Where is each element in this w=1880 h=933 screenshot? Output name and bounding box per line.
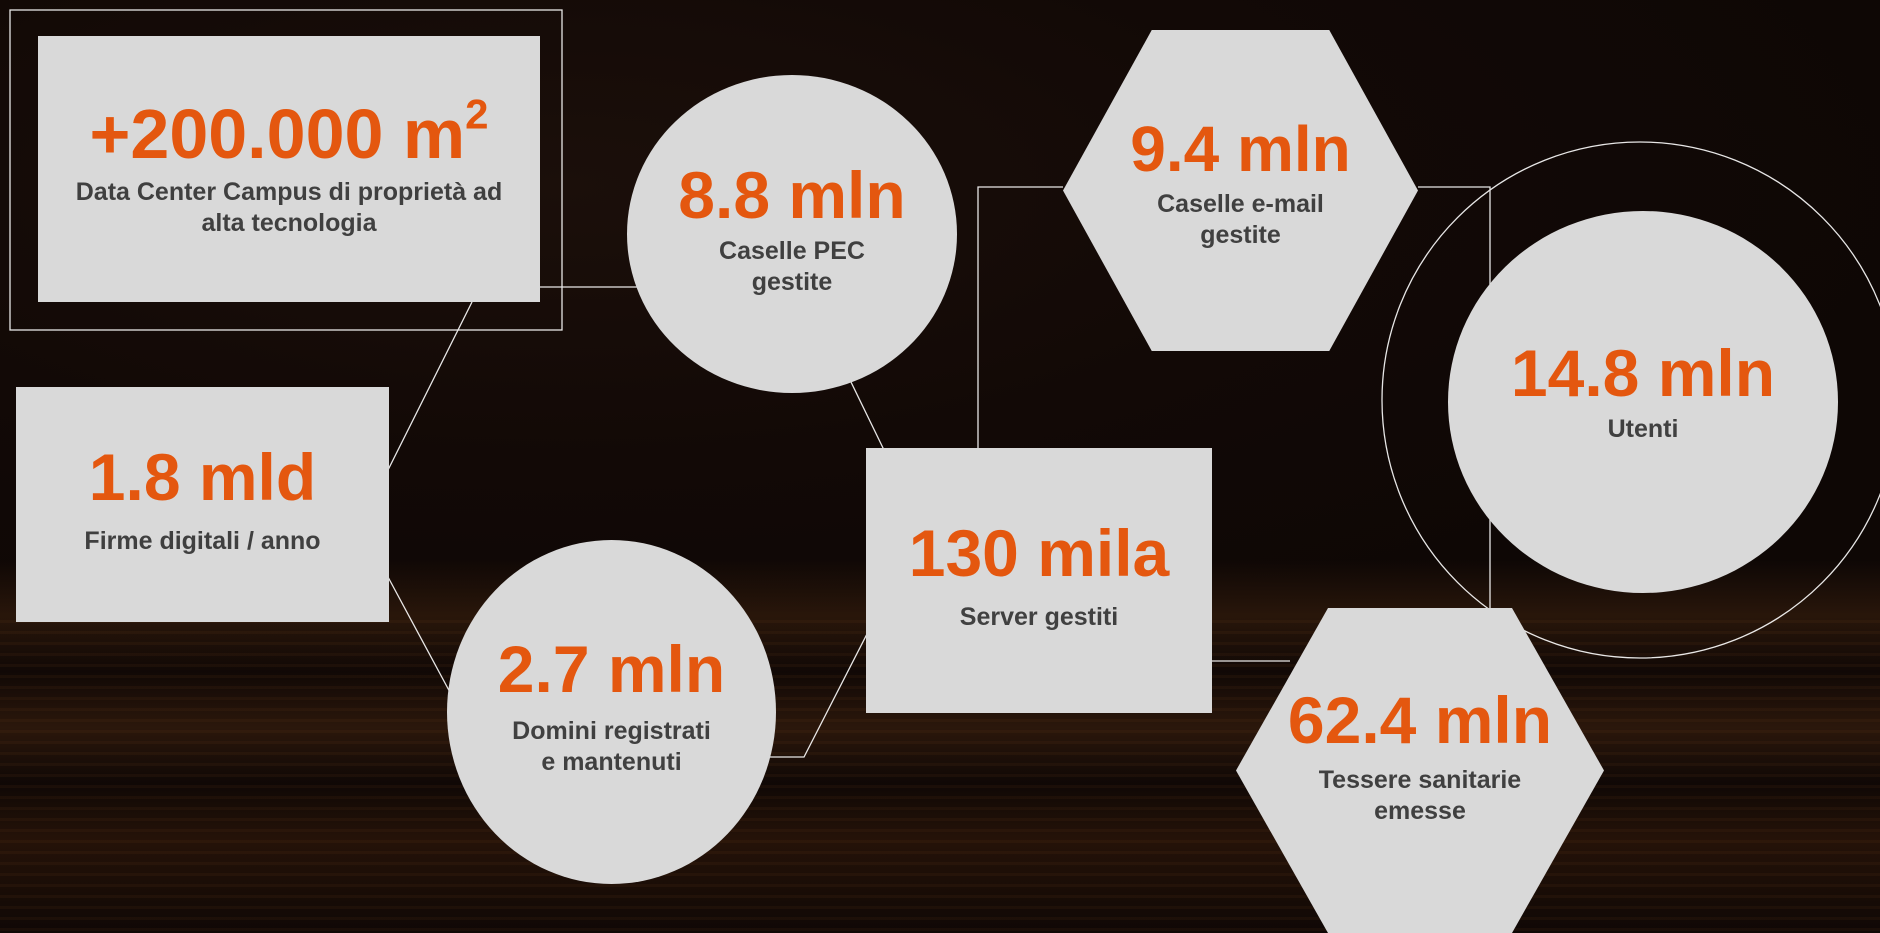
connector-firme-domini	[387, 576, 453, 697]
stat-email-value: 9.4 mln	[1130, 112, 1351, 185]
stat-server-value: 130 mila	[908, 516, 1170, 590]
stat-server-box: 130 mila Server gestiti	[866, 448, 1212, 713]
stat-server-label: Server gestiti	[959, 603, 1119, 631]
connector-domini-server	[770, 631, 869, 758]
stat-datacenter-value: +200.000 m2	[89, 90, 489, 173]
stat-email-label: Caselle e-mail gestite	[1157, 189, 1324, 249]
stat-firme-value: 1.8 mld	[88, 440, 317, 514]
stat-utenti-value: 14.8 mln	[1510, 335, 1776, 410]
connector-datacenter-firme	[387, 301, 473, 471]
stat-tessere-value: 62.4 mln	[1287, 682, 1553, 757]
stat-tessere-hexagon: 62.4 mln Tessere sanitarie emesse	[1236, 608, 1604, 933]
datacenter-outer-frame	[9, 9, 563, 331]
stat-datacenter-box: +200.000 m2 Data Center Campus di propri…	[38, 36, 540, 302]
stat-firme-box: 1.8 mld Firme digitali / anno	[16, 387, 389, 622]
stat-tessere-label: Tessere sanitarie emesse	[1318, 765, 1522, 825]
stat-domini-label: Domini registrati e mantenuti	[512, 717, 711, 776]
stat-firme-label: Firme digitali / anno	[84, 527, 321, 555]
stat-utenti-circle: 14.8 mln Utenti	[1448, 211, 1838, 593]
stat-datacenter-label: Data Center Campus di proprietà ad alta …	[75, 178, 503, 237]
connector-pec-server	[849, 379, 885, 451]
utenti-outer-ring	[1381, 141, 1880, 659]
stat-utenti-label: Utenti	[1607, 414, 1679, 443]
stat-pec-label: Caselle PEC gestite	[719, 237, 865, 296]
stat-pec-value: 8.8 mln	[678, 158, 906, 232]
connector-server-email	[977, 186, 1063, 450]
stat-pec-circle: 8.8 mln Caselle PEC gestite	[627, 75, 957, 393]
stat-domini-value: 2.7 mln	[497, 632, 726, 706]
stat-domini-circle: 2.7 mln Domini registrati e mantenuti	[447, 540, 776, 884]
